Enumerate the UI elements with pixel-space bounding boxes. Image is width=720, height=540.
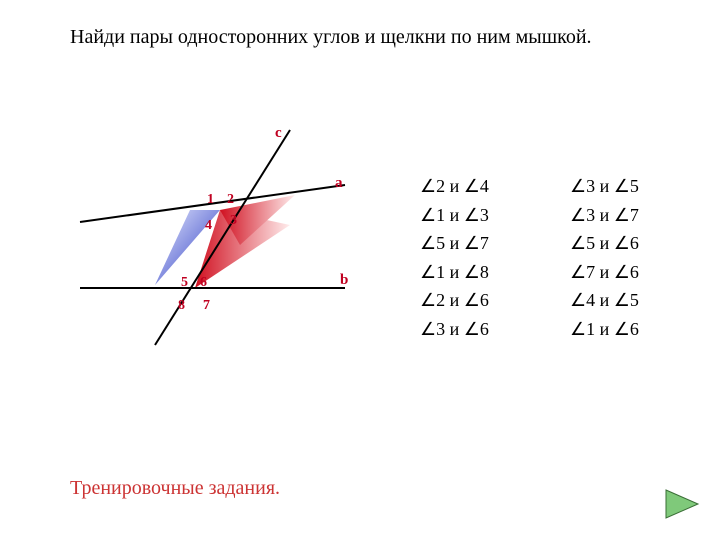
arrow-right-icon [664, 488, 700, 520]
angle-pair[interactable]: ∠2 и ∠6 [420, 289, 489, 312]
angle-pair[interactable]: ∠1 и ∠3 [420, 204, 489, 227]
angle-pair[interactable]: ∠7 и ∠6 [570, 261, 639, 284]
angle-pair[interactable]: ∠5 и ∠7 [420, 232, 489, 255]
angle-8: 8 [178, 298, 185, 314]
diagram-svg [65, 120, 385, 390]
angle-pair[interactable]: ∠3 и ∠5 [570, 175, 639, 198]
pairs-column-1: ∠2 и ∠4 ∠1 и ∠3 ∠5 и ∠7 ∠1 и ∠8 ∠2 и ∠6 … [420, 175, 489, 346]
angle-pair[interactable]: ∠1 и ∠6 [570, 318, 639, 341]
angle-5: 5 [181, 275, 188, 291]
angle-pair[interactable]: ∠4 и ∠5 [570, 289, 639, 312]
pairs-column-2: ∠3 и ∠5 ∠3 и ∠7 ∠5 и ∠6 ∠7 и ∠6 ∠4 и ∠5 … [570, 175, 639, 346]
angle-pair[interactable]: ∠3 и ∠7 [570, 204, 639, 227]
angle-6: 6 [200, 275, 207, 291]
angle-pair[interactable]: ∠1 и ∠8 [420, 261, 489, 284]
angle-7: 7 [203, 298, 210, 314]
label-a: a [335, 175, 343, 192]
label-b: b [340, 272, 348, 289]
angle-4: 4 [205, 218, 212, 234]
angle-pair[interactable]: ∠2 и ∠4 [420, 175, 489, 198]
instruction-text: Найди пары односторонних углов и щелкни … [70, 25, 600, 50]
angle-pair[interactable]: ∠3 и ∠6 [420, 318, 489, 341]
angle-pair[interactable]: ∠5 и ∠6 [570, 232, 639, 255]
angle-2: 2 [227, 192, 234, 208]
angle-1: 1 [207, 192, 214, 208]
next-button[interactable] [664, 488, 700, 520]
angle-3: 3 [230, 213, 237, 229]
angles-diagram: a b c 1 2 3 4 5 6 7 8 [65, 120, 385, 390]
label-c: c [275, 125, 282, 142]
footer-text: Тренировочные задания. [70, 477, 280, 500]
